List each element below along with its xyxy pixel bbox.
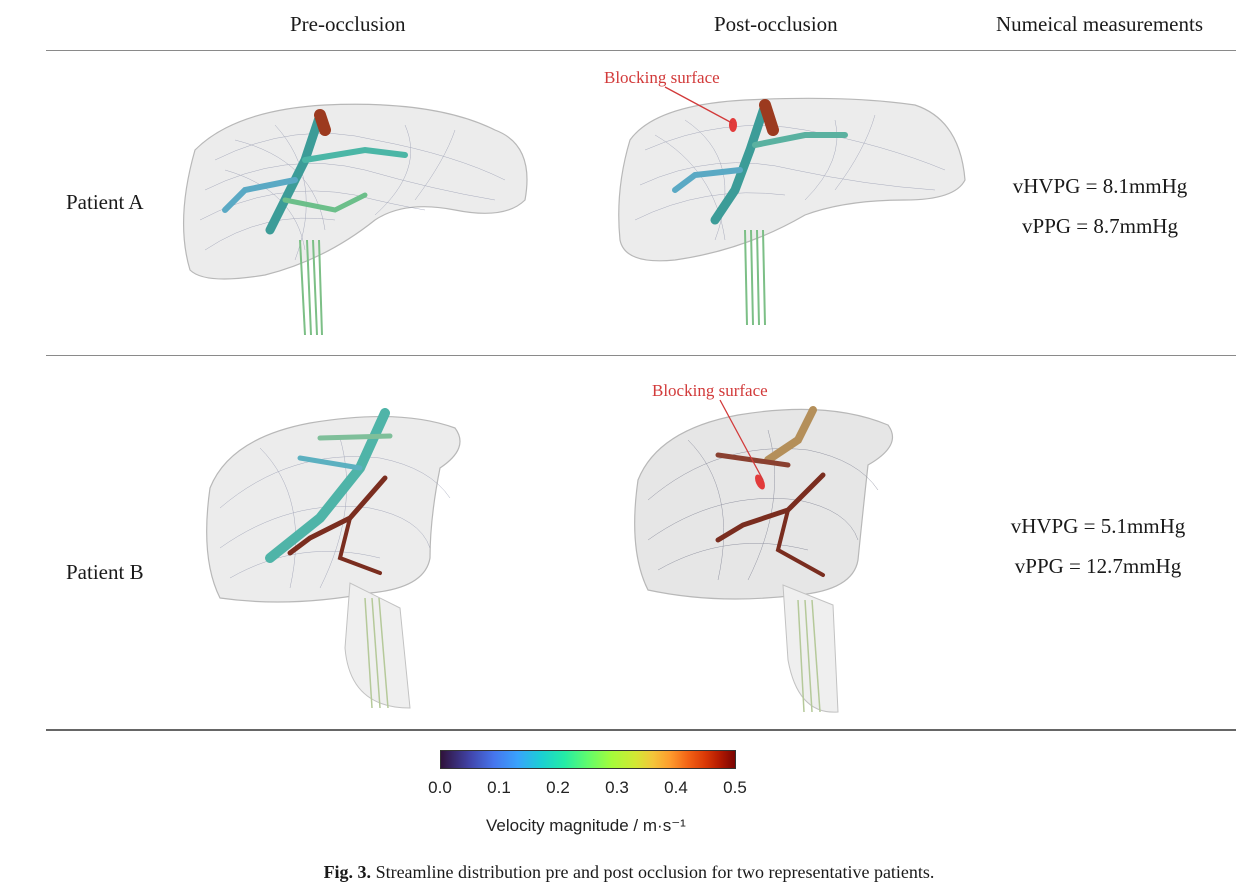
patient-b-vppg: vPPG = 12.7mmHg xyxy=(1014,554,1182,578)
velocity-colorbar xyxy=(440,750,736,769)
header-pre-occlusion: Pre-occlusion xyxy=(290,12,406,36)
blocking-surface-marker-a xyxy=(729,118,737,132)
colorbar-tick: 0.0 xyxy=(428,778,452,797)
patient-b-pre-occlusion-streamlines xyxy=(206,408,461,709)
figure-label: Fig. 3. xyxy=(323,862,372,882)
patient-a-vppg: vPPG = 8.7mmHg xyxy=(1022,214,1178,238)
colorbar-tick: 0.4 xyxy=(664,778,688,797)
blocking-surface-label-b: Blocking surface xyxy=(652,381,768,400)
colorbar-tick: 0.2 xyxy=(546,778,570,797)
patient-b-label: Patient B xyxy=(66,560,144,584)
header-post-occlusion: Post-occlusion xyxy=(714,12,838,36)
blocking-arrow-a xyxy=(664,86,733,124)
patient-b-measurements: vHVPG = 5.1mmHg vPPG = 12.7mmHg xyxy=(978,506,1218,586)
bottom-rule xyxy=(46,729,1236,731)
figure-caption: Fig. 3. Streamline distribution pre and … xyxy=(0,862,1258,883)
patient-a-measurements: vHVPG = 8.1mmHg vPPG = 8.7mmHg xyxy=(980,166,1220,246)
top-rule xyxy=(46,50,1236,51)
header-numerical-measurements: Numeical measurements xyxy=(996,12,1204,36)
patient-a-post-occlusion-streamlines xyxy=(618,97,966,326)
colorbar-title: Velocity magnitude / m·s⁻¹ xyxy=(486,816,686,835)
blocking-surface-label-a: Blocking surface xyxy=(604,68,720,87)
patient-b-post-occlusion-streamlines xyxy=(634,406,893,713)
colorbar-tick: 0.5 xyxy=(723,778,747,797)
patient-a-pre-occlusion-streamlines xyxy=(182,103,528,335)
patient-a-vhvpg: vHVPG = 8.1mmHg xyxy=(1012,174,1188,198)
patient-a-label: Patient A xyxy=(66,190,144,214)
blocking-arrow-b xyxy=(719,399,764,481)
patient-b-vhvpg: vHVPG = 5.1mmHg xyxy=(1010,514,1186,538)
colorbar-tick: 0.1 xyxy=(487,778,511,797)
colorbar-tick: 0.3 xyxy=(605,778,629,797)
middle-rule xyxy=(46,355,1236,356)
figure-caption-text: Streamline distribution pre and post occ… xyxy=(375,862,935,882)
